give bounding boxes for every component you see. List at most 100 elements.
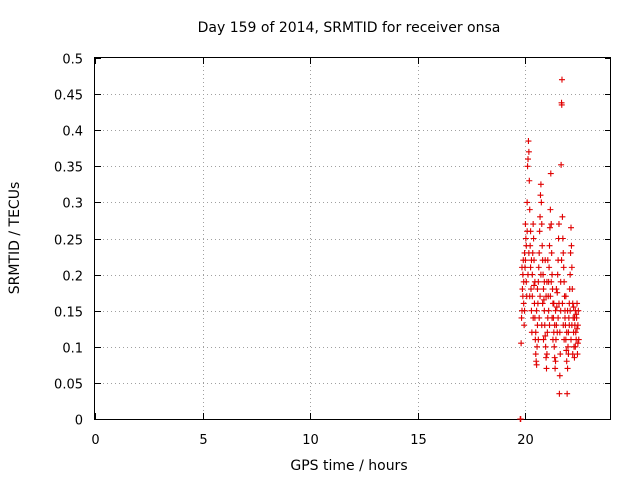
data-point [558, 101, 565, 108]
y-tick-label: 0.25 [54, 234, 83, 249]
data-point [548, 278, 555, 285]
data-point [536, 228, 543, 235]
data-point [558, 76, 565, 83]
data-point [531, 257, 538, 264]
data-point [521, 307, 528, 314]
data-point [517, 416, 524, 422]
y-tick-label: 0.05 [54, 378, 83, 393]
data-point [542, 332, 549, 339]
data-point [574, 325, 581, 332]
data-point [550, 300, 557, 307]
data-point [525, 249, 532, 256]
data-point [533, 307, 540, 314]
data-point [545, 307, 552, 314]
data-point [529, 293, 536, 300]
data-point [546, 322, 553, 329]
data-point [525, 138, 532, 145]
data-point [558, 257, 565, 264]
data-point [539, 242, 546, 249]
data-point [560, 264, 567, 271]
data-point [542, 343, 549, 350]
data-point [556, 329, 563, 336]
data-point [554, 271, 561, 278]
data-point [524, 163, 531, 170]
data-point [519, 286, 526, 293]
data-point [568, 264, 575, 271]
y-axis-title: SRMTID / TECUs [7, 182, 23, 295]
y-tick-label: 0.4 [62, 125, 83, 140]
data-point [569, 286, 576, 293]
data-point [519, 271, 526, 278]
data-point [548, 221, 555, 228]
data-point [520, 278, 527, 285]
data-point [519, 293, 526, 300]
data-point [559, 235, 566, 242]
data-point [530, 235, 537, 242]
data-point [537, 293, 544, 300]
data-point [531, 282, 538, 289]
data-point [571, 314, 578, 321]
data-point [570, 304, 577, 311]
data-point [528, 286, 535, 293]
data-point [544, 257, 551, 264]
y-tick-label: 0.1 [62, 342, 83, 357]
data-point [524, 199, 531, 206]
data-point [530, 221, 537, 228]
data-point [546, 242, 553, 249]
data-point [558, 161, 565, 168]
data-point [568, 322, 575, 329]
data-point [569, 351, 576, 358]
data-point [543, 354, 550, 361]
data-point [553, 286, 560, 293]
data-point [574, 340, 581, 347]
x-axis-title: GPS time / hours [290, 458, 407, 474]
y-tick-label: 0 [75, 414, 83, 429]
data-point [525, 271, 532, 278]
data-point [572, 343, 579, 350]
data-point [526, 206, 533, 213]
data-point [552, 365, 559, 372]
x-tick-label: 10 [302, 433, 319, 448]
data-point [536, 314, 543, 321]
data-point [544, 329, 551, 336]
data-point [568, 242, 575, 249]
data-point [552, 307, 559, 314]
data-point [571, 354, 578, 361]
data-point [518, 314, 525, 321]
x-tick-label: 5 [199, 433, 207, 448]
data-point [522, 221, 529, 228]
data-point [525, 148, 532, 155]
data-point [522, 257, 529, 264]
data-point [540, 336, 547, 343]
data-point [523, 242, 530, 249]
data-point [554, 289, 561, 296]
y-tick-label: 0.35 [54, 161, 83, 176]
data-point [553, 304, 560, 311]
data-point [564, 365, 571, 372]
data-point [567, 271, 574, 278]
x-tick-label: 15 [410, 433, 427, 448]
data-point [537, 181, 544, 188]
data-point [526, 177, 533, 184]
data-point [534, 343, 541, 350]
data-point [536, 249, 543, 256]
data-point [537, 271, 544, 278]
data-point [546, 224, 553, 231]
data-point [547, 293, 554, 300]
data-point [559, 300, 566, 307]
data-point [530, 314, 537, 321]
data-point [567, 307, 574, 314]
points-layer [517, 76, 582, 422]
data-point [535, 264, 542, 271]
data-point [525, 156, 532, 163]
data-point [551, 322, 558, 329]
data-point [539, 300, 546, 307]
data-point [568, 336, 575, 343]
data-point [547, 170, 554, 177]
data-point [557, 351, 564, 358]
data-point [538, 199, 545, 206]
data-point [555, 221, 562, 228]
data-point [540, 286, 547, 293]
data-point [552, 358, 559, 365]
y-tick-label: 0.2 [62, 270, 83, 285]
